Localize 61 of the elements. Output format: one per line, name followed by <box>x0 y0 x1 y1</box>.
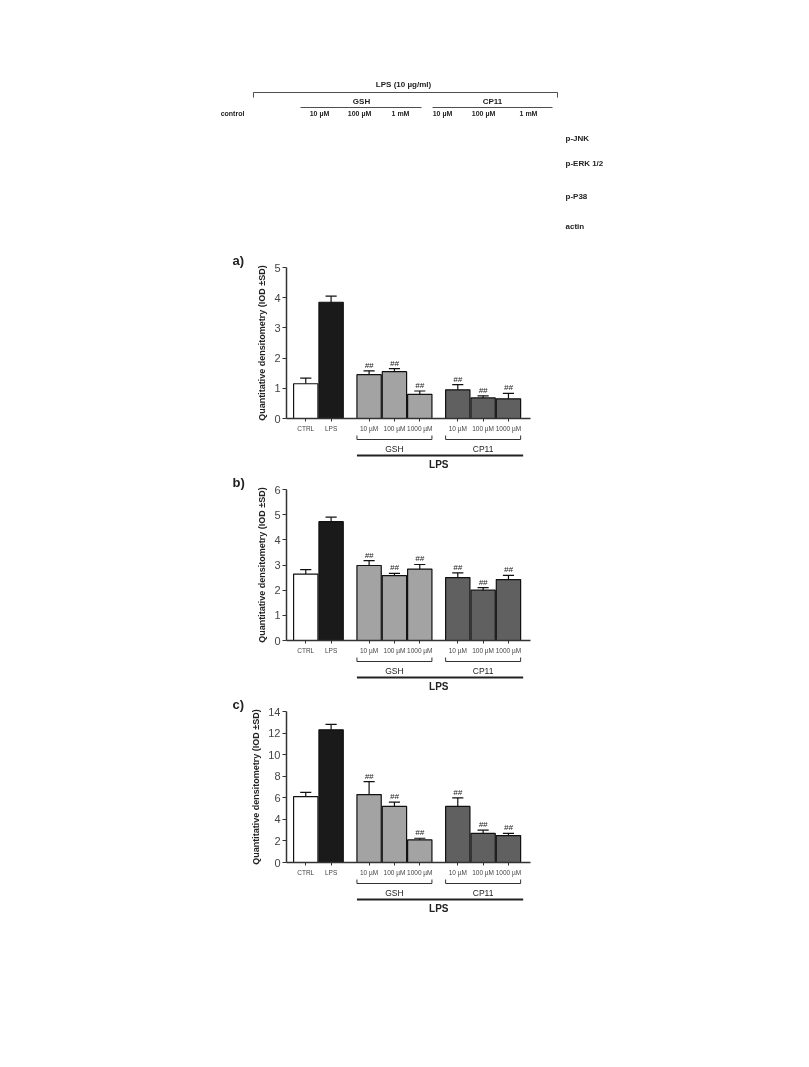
text: GSH <box>352 97 371 106</box>
y-tick-label: 2 <box>274 584 281 597</box>
y-tick-label: 0 <box>274 634 281 647</box>
text: actin <box>565 222 585 231</box>
y-tick-label: 4 <box>274 533 281 546</box>
text: CP11 <box>472 443 494 454</box>
text: GSH <box>385 443 404 454</box>
y-axis-title: Quantitative densitometry (IOD ±SD) <box>257 487 268 643</box>
text: LPS <box>429 903 449 914</box>
data-label: ## <box>504 383 514 393</box>
y-tick-label: 6 <box>274 483 281 496</box>
chart-title: b) <box>232 474 245 490</box>
text: GSH <box>385 887 404 898</box>
data-label: ## <box>478 820 489 830</box>
y-tick-label: 5 <box>274 261 281 274</box>
y-tick-label: 1 <box>274 609 281 622</box>
text: GSH <box>385 665 404 676</box>
data-label: ## <box>389 563 400 573</box>
y-axis-title: Quantitative densitometry (IOD ±SD) <box>251 709 262 865</box>
text: p-ERK 1/2 <box>565 159 604 168</box>
y-tick-label: 6 <box>274 791 281 804</box>
y-tick-label: 8 <box>274 770 281 783</box>
data-label: ## <box>415 828 425 838</box>
data-label: ## <box>364 360 375 370</box>
text: CP11 <box>472 665 494 676</box>
data-label: ## <box>478 577 489 587</box>
text: CP11 <box>482 97 503 106</box>
data-label: ## <box>389 358 400 368</box>
data-label: ## <box>364 771 375 781</box>
data-label: ## <box>504 565 514 575</box>
data-label: ## <box>415 381 425 391</box>
chart-title: c) <box>232 696 245 712</box>
y-tick-label: 14 <box>268 705 281 718</box>
y-tick-label: 0 <box>274 412 281 425</box>
y-tick-label: 4 <box>274 291 281 304</box>
y-tick-label: 2 <box>274 352 281 365</box>
y-tick-label: 3 <box>274 321 281 334</box>
y-tick-label: 2 <box>274 834 281 847</box>
data-label: ## <box>504 823 514 833</box>
data-label: ## <box>453 562 463 572</box>
data-label: ## <box>389 792 400 802</box>
text: LPS (10 µg/ml) <box>375 80 432 89</box>
y-tick-label: 10 <box>268 748 281 761</box>
y-tick-label: 4 <box>274 813 281 826</box>
text: LPS <box>429 459 449 470</box>
y-axis-title: Quantitative densitometry (IOD ±SD) <box>257 265 268 421</box>
data-label: ## <box>478 385 489 395</box>
text: LPS <box>429 681 449 692</box>
text: p-P38 <box>565 192 588 201</box>
text: CP11 <box>472 887 494 898</box>
y-tick-label: 0 <box>274 856 281 869</box>
text: p-JNK <box>565 134 590 143</box>
data-label: ## <box>453 374 463 384</box>
data-label: ## <box>364 550 375 560</box>
data-label: ## <box>453 787 463 797</box>
y-tick-label: 12 <box>268 727 281 740</box>
y-tick-label: 5 <box>274 508 281 521</box>
chart-title: a) <box>232 252 245 268</box>
data-label: ## <box>415 554 425 564</box>
y-tick-label: 1 <box>274 382 281 395</box>
y-tick-label: 3 <box>274 559 281 571</box>
